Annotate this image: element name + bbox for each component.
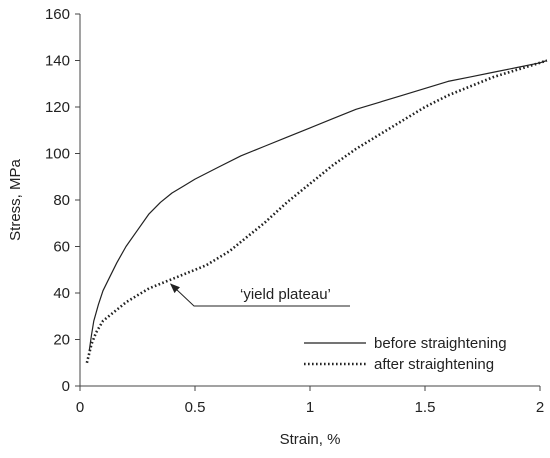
x-tick-label: 0 xyxy=(76,399,84,416)
legend: before straightening after straightening xyxy=(304,335,507,373)
x-tick-label: 0.5 xyxy=(185,399,206,416)
y-tick-label: 0 xyxy=(62,378,70,395)
y-tick-label: 60 xyxy=(53,239,70,256)
annotation: ‘yield plateau’ xyxy=(169,283,350,307)
series-lines xyxy=(85,59,548,364)
x-axis-label: Strain, % xyxy=(280,431,341,448)
x-tick-label: 1.5 xyxy=(415,399,436,416)
y-tick-label: 100 xyxy=(45,146,70,163)
legend-label-after-straightening: after straightening xyxy=(374,356,494,373)
y-tick-label: 40 xyxy=(53,285,70,302)
annotation-yield-plateau: ‘yield plateau’ xyxy=(240,286,331,303)
legend-label-before-straightening: before straightening xyxy=(374,335,507,352)
x-tick-label: 2 xyxy=(536,399,544,416)
y-tick-label: 160 xyxy=(45,6,70,23)
y-tick-label: 80 xyxy=(53,192,70,209)
x-tick-label: 1 xyxy=(306,399,314,416)
series-line-before-straightening xyxy=(88,59,548,352)
y-axis-label: Stress, MPa xyxy=(7,158,24,240)
y-tick-label: 140 xyxy=(45,53,70,70)
axes xyxy=(79,14,540,387)
annotation-leader-line xyxy=(169,283,350,307)
y-tick-label: 20 xyxy=(53,332,70,349)
y-tick-label: 120 xyxy=(45,99,70,116)
series-line-after-straightening xyxy=(85,59,548,364)
ticks: 0 20 40 60 80 100 120 140 160 0 0.5 1 1.5 2 xyxy=(45,6,544,416)
